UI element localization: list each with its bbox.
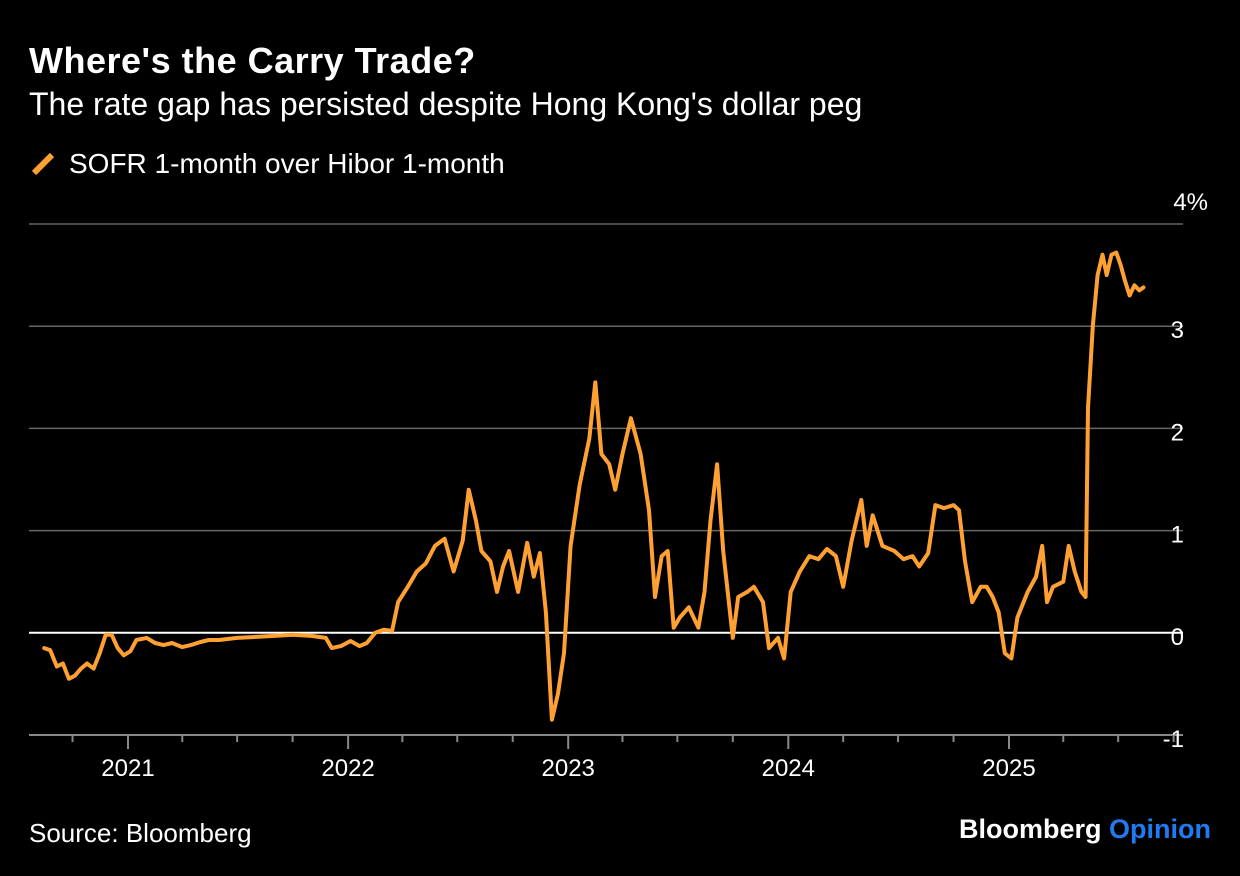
y-tick-label: 1	[1171, 522, 1184, 549]
series-line	[42, 250, 1146, 722]
y-tick-label: 4%	[1173, 189, 1208, 216]
source-note: Source: Bloomberg	[29, 818, 252, 848]
x-tick-label: 2024	[762, 755, 815, 782]
series-layer	[42, 250, 1146, 722]
chart-legend: SOFR 1-month over Hibor 1-month	[29, 148, 505, 180]
y-tick-label: 0	[1171, 624, 1184, 651]
brand-main: Bloomberg	[958, 814, 1102, 844]
chart-title: Where's the Carry Trade?	[29, 40, 476, 81]
legend-label: SOFR 1-month over Hibor 1-month	[69, 148, 505, 179]
x-tick-label: 2021	[101, 755, 154, 782]
y-tick-label: 3	[1171, 317, 1184, 344]
x-tick-label: 2023	[542, 755, 595, 782]
x-tick-label: 2025	[982, 755, 1035, 782]
grid-layer	[29, 223, 1183, 736]
x-tick-label: 2022	[321, 755, 374, 782]
y-tick-label: 2	[1171, 419, 1184, 446]
chart-subtitle: The rate gap has persisted despite Hong …	[29, 86, 863, 122]
legend-swatch-icon	[31, 152, 55, 176]
brand-accent: Opinion	[1109, 814, 1211, 844]
brand-logo: Bloomberg Opinion	[959, 814, 1211, 845]
x-axis: 2021 2022 2023 2024 2025	[71, 735, 1175, 782]
